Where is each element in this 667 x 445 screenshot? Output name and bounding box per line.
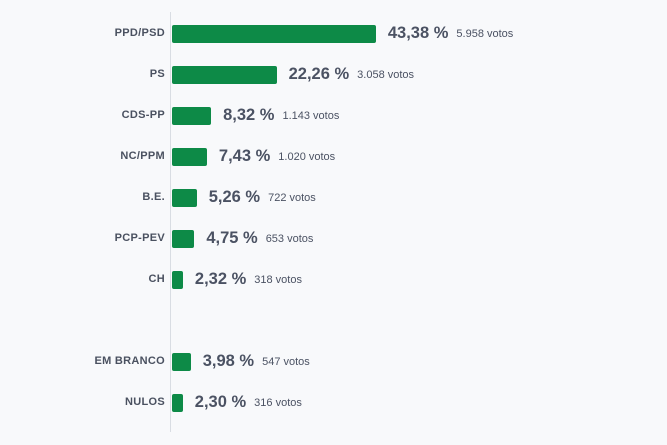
result-bar bbox=[172, 189, 197, 207]
party-label: B.E. bbox=[142, 191, 165, 203]
value-labels: 2,30 % 316 votos bbox=[195, 393, 302, 412]
votes-label: 1.143 votos bbox=[282, 109, 340, 122]
votes-label: 547 votos bbox=[262, 355, 310, 368]
value-labels: 3,98 % 547 votos bbox=[203, 352, 310, 371]
party-label: PCP-PEV bbox=[114, 232, 165, 244]
party-label: CH bbox=[148, 273, 165, 285]
percent-label: 22,26 % bbox=[288, 65, 350, 83]
votes-label: 3.058 votos bbox=[357, 68, 415, 81]
result-row: CDS-PP 8,32 % 1.143 votos bbox=[0, 106, 667, 126]
result-row: CH 2,32 % 318 votos bbox=[0, 270, 667, 290]
result-row: PS 22,26 % 3.058 votos bbox=[0, 65, 667, 85]
value-labels: 8,32 % 1.143 votos bbox=[223, 106, 339, 125]
value-labels: 2,32 % 318 votos bbox=[195, 270, 302, 289]
votes-label: 1.020 votos bbox=[278, 150, 336, 163]
result-row: EM BRANCO 3,98 % 547 votos bbox=[0, 352, 667, 372]
percent-label: 5,26 % bbox=[208, 188, 261, 206]
party-label: PPD/PSD bbox=[114, 27, 165, 39]
party-label: NULOS bbox=[125, 396, 165, 408]
result-row: NC/PPM 7,43 % 1.020 votos bbox=[0, 147, 667, 167]
party-label: PS bbox=[149, 68, 165, 80]
votes-label: 722 votos bbox=[268, 191, 316, 204]
result-bar bbox=[172, 107, 212, 125]
votes-label: 318 votos bbox=[254, 273, 302, 286]
result-bar bbox=[172, 148, 207, 166]
result-bar bbox=[172, 230, 195, 248]
party-label: EM BRANCO bbox=[94, 355, 165, 367]
value-labels: 43,38 % 5.958 votos bbox=[388, 24, 513, 43]
result-bar bbox=[172, 394, 183, 412]
votes-label: 5.958 votos bbox=[456, 27, 514, 40]
value-labels: 5,26 % 722 votos bbox=[209, 188, 316, 207]
result-bar bbox=[172, 271, 183, 289]
category-axis-line bbox=[170, 12, 171, 432]
value-labels: 4,75 % 653 votos bbox=[206, 229, 313, 248]
result-bar bbox=[172, 353, 191, 371]
votes-label: 653 votos bbox=[265, 232, 314, 245]
value-labels: 22,26 % 3.058 votos bbox=[289, 65, 414, 84]
value-labels: 7,43 % 1.020 votos bbox=[219, 147, 335, 166]
result-row: PPD/PSD 43,38 % 5.958 votos bbox=[0, 24, 667, 44]
percent-label: 2,30 % bbox=[194, 393, 247, 411]
percent-label: 4,75 % bbox=[206, 229, 258, 247]
result-bar bbox=[172, 66, 277, 84]
result-row: PCP-PEV 4,75 % 653 votos bbox=[0, 229, 667, 249]
party-label: CDS-PP bbox=[121, 109, 165, 121]
result-bar bbox=[172, 25, 376, 43]
votes-label: 316 votos bbox=[254, 396, 302, 409]
percent-label: 8,32 % bbox=[223, 106, 275, 124]
party-label: NC/PPM bbox=[120, 150, 165, 162]
result-row: NULOS 2,30 % 316 votos bbox=[0, 393, 667, 413]
percent-label: 2,32 % bbox=[194, 270, 247, 288]
result-row: B.E. 5,26 % 722 votos bbox=[0, 188, 667, 208]
percent-label: 43,38 % bbox=[387, 24, 449, 42]
percent-label: 3,98 % bbox=[202, 352, 255, 370]
percent-label: 7,43 % bbox=[218, 147, 271, 165]
